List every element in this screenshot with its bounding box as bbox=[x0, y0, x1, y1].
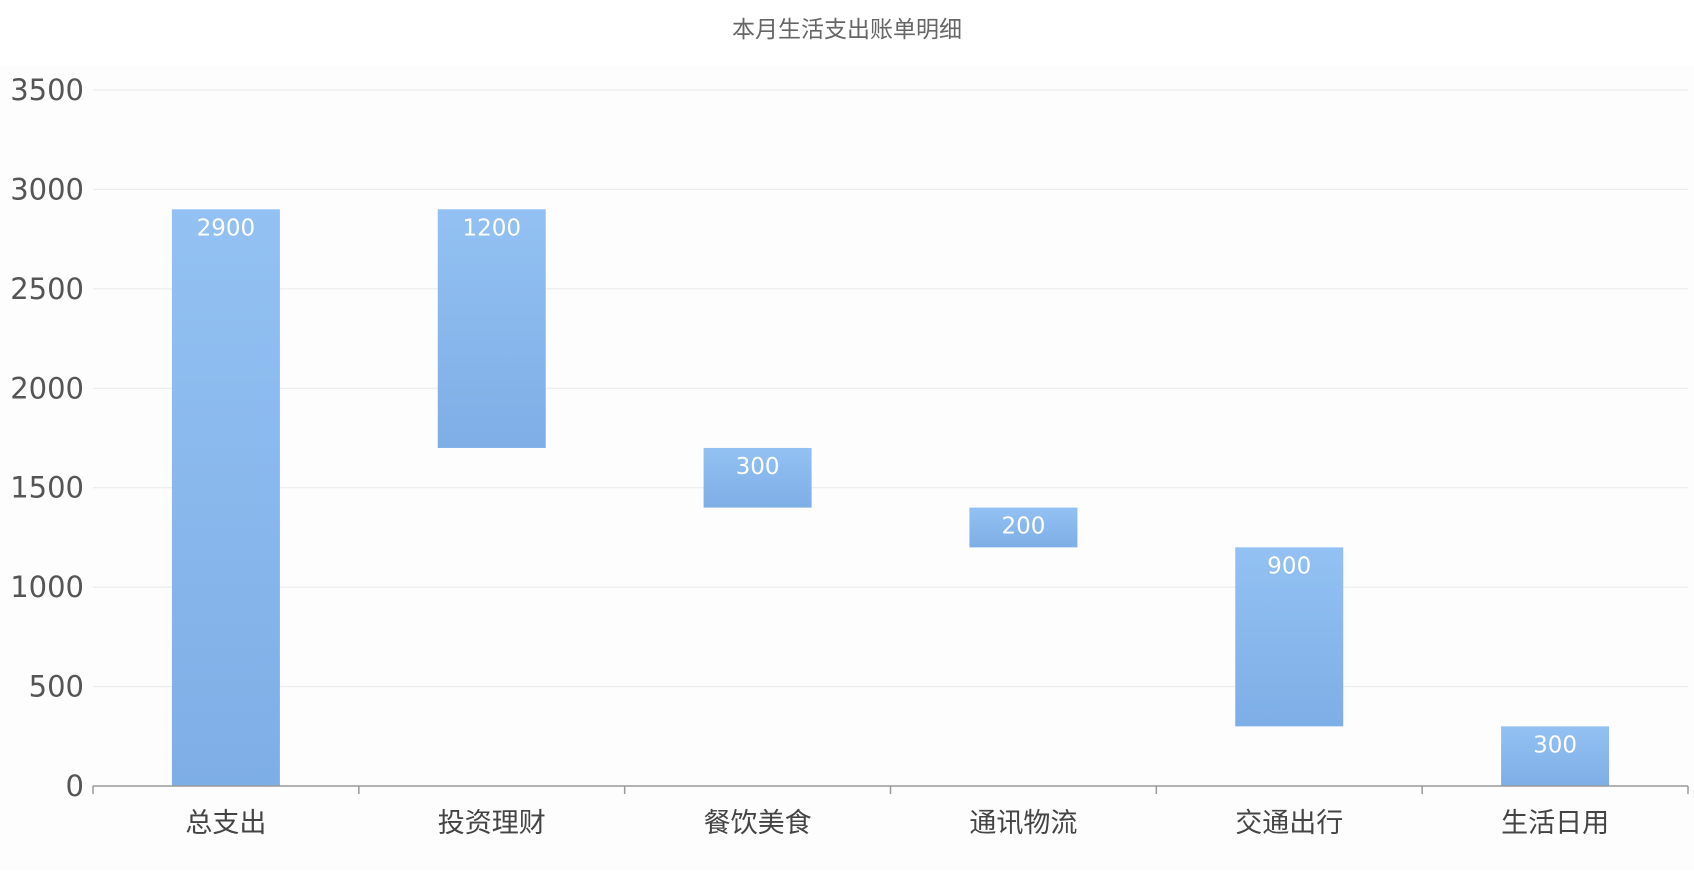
x-tick-label: 餐饮美食 bbox=[704, 808, 812, 839]
y-tick-label: 1000 bbox=[10, 570, 84, 604]
chart-title: 本月生活支出账单明细 bbox=[732, 17, 962, 43]
x-tick-label: 投资理财 bbox=[438, 808, 546, 839]
bar-value-label: 300 bbox=[1533, 732, 1577, 758]
bar-value-label: 300 bbox=[736, 454, 780, 480]
bar-value-label: 1200 bbox=[462, 215, 521, 241]
y-tick-label: 500 bbox=[29, 670, 84, 704]
plot-background bbox=[0, 66, 1694, 870]
bar-1[interactable] bbox=[171, 209, 280, 787]
x-tick-label: 通讯物流 bbox=[969, 808, 1077, 839]
bar-value-label: 2900 bbox=[197, 215, 256, 241]
y-tick-label: 3000 bbox=[10, 172, 84, 206]
bar-2[interactable] bbox=[437, 209, 546, 448]
y-tick-label: 2500 bbox=[10, 272, 84, 306]
bar-3[interactable] bbox=[703, 447, 812, 508]
y-tick-label: 3500 bbox=[10, 73, 84, 107]
x-tick-label: 交通出行 bbox=[1235, 808, 1343, 839]
y-tick-label: 1500 bbox=[10, 471, 84, 505]
x-axis bbox=[92, 785, 1689, 794]
x-tick-label: 总支出 bbox=[185, 808, 266, 839]
bar-value-label: 200 bbox=[1001, 514, 1045, 540]
bar-5[interactable] bbox=[1235, 547, 1344, 727]
bars: 2900 1200 300 200 900 300 bbox=[171, 209, 1610, 787]
bar-value-label: 900 bbox=[1267, 553, 1311, 579]
bar-4[interactable] bbox=[969, 507, 1078, 548]
x-tick-label: 生活日用 bbox=[1501, 808, 1609, 839]
x-axis-tick-labels: 总支出 投资理财 餐饮美食 通讯物流 交通出行 生活日用 bbox=[185, 808, 1609, 839]
y-axis-tick-labels: 0 500 1000 1500 2000 2500 3000 3500 bbox=[10, 73, 84, 803]
gridlines bbox=[93, 89, 1688, 688]
y-tick-label: 0 bbox=[66, 769, 84, 803]
bar-6[interactable] bbox=[1501, 726, 1610, 786]
y-tick-label: 2000 bbox=[10, 371, 84, 405]
